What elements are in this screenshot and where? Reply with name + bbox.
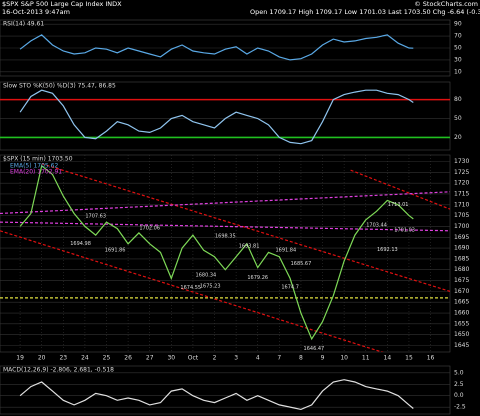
annotation: 1674.7 <box>281 285 299 291</box>
y-tick-label: 1710 <box>454 201 469 208</box>
y-tick-label: 1720 <box>454 180 469 187</box>
plot: 1707.63 1694.98 1702.06 1691.86 1698.351693.… <box>0 155 450 352</box>
y-tick-label: 0.0 <box>454 392 464 399</box>
panel-title: $SPX (15 min) 1703.50 <box>3 156 73 163</box>
y-tick-label: 1725 <box>454 169 469 176</box>
y-tick-label: 1730 <box>454 158 469 165</box>
y-tick-label: 2.5 <box>454 381 464 388</box>
x-tick-label: 10 <box>340 355 348 362</box>
panel-frame <box>0 81 451 151</box>
x-tick-label: 15 <box>405 355 413 362</box>
annotation: 1680.34 <box>196 273 217 279</box>
y-tick-label: 1695 <box>454 234 469 241</box>
x-tick-label: 30 <box>167 355 175 362</box>
x-tick-label: 23 <box>59 355 67 362</box>
annotation: 1703.44 <box>366 222 387 228</box>
annotation: 1702.06 <box>139 225 160 231</box>
y-tick-label: 30 <box>454 56 462 63</box>
x-tick-label: 9 <box>321 355 325 362</box>
y-tick-label: 1680 <box>454 266 469 273</box>
y-tick-label: 20 <box>454 134 462 141</box>
annotation: 1707.63 <box>85 213 106 219</box>
y-tick-label: 1700 <box>454 223 469 230</box>
panel-title: Slow STO %K(50) %D(3) 75.47, 86.85 <box>3 83 116 90</box>
panel-title: RSI(14) 49.61 <box>3 21 44 28</box>
x-tick-label: 7 <box>277 355 281 362</box>
y-tick-label: 1715 <box>454 190 469 197</box>
quote: Open 1709.17 High 1709.17 Low 1701.03 La… <box>250 8 480 16</box>
plot <box>0 89 450 145</box>
annotation: 1685.67 <box>291 261 312 267</box>
series-line <box>19 164 414 341</box>
y-tick-label: 5.0 <box>454 369 464 376</box>
plot <box>0 23 450 73</box>
y-tick-label: 1705 <box>454 212 469 219</box>
x-tick-label: 8 <box>299 355 303 362</box>
panel-frame <box>0 154 451 353</box>
x-tick-label: 16 <box>427 355 435 362</box>
y-tick-label: 10 <box>454 68 462 75</box>
x-tick-label: 27 <box>146 355 154 362</box>
y-tick-label: 90 <box>454 21 462 28</box>
series-line <box>19 89 414 145</box>
y-tick-label: 1685 <box>454 255 469 262</box>
y-tick-label: 1675 <box>454 277 469 284</box>
trendline <box>0 191 450 215</box>
x-tick-label: 24 <box>81 355 89 362</box>
x-tick-label: 3 <box>234 355 238 362</box>
y-tick-label: 1645 <box>454 342 469 349</box>
y-tick-label: -2.5 <box>454 404 466 411</box>
panel-frame <box>0 365 451 415</box>
x-tick-label: 25 <box>103 355 111 362</box>
y-tick-label: 1655 <box>454 320 469 327</box>
annotation: 1691.84 <box>275 248 296 254</box>
series-line <box>19 379 414 411</box>
annotation: 1679.26 <box>247 275 268 281</box>
legend-label: EMA(5) 1705.62 <box>10 163 58 170</box>
annotation: 1675.23 <box>200 284 221 290</box>
trendline <box>41 163 450 292</box>
y-tick-label: 50 <box>454 45 462 52</box>
x-tick-label: 11 <box>362 355 370 362</box>
y-tick-label: 1690 <box>454 245 469 252</box>
x-tick-label: 2 <box>213 355 217 362</box>
y-tick-label: 1660 <box>454 310 469 317</box>
source: © StockCharts.com <box>414 0 478 8</box>
annotation: 1701.03 <box>394 228 415 234</box>
trendline <box>0 221 450 232</box>
y-tick-label: 1670 <box>454 288 469 295</box>
date: 16-Oct-2013 9:47am <box>2 8 70 16</box>
annotation: 1692.13 <box>377 247 398 253</box>
trendline <box>0 230 384 352</box>
x-tick-label: Oct <box>188 355 199 362</box>
series-line <box>19 34 414 61</box>
plot <box>0 372 450 411</box>
x-tick-label: 26 <box>124 355 132 362</box>
chart-title: $SPX S&P 500 Large Cap Index INDX <box>2 0 122 8</box>
y-tick-label: 70 <box>454 33 462 40</box>
annotation: 1693.81 <box>239 243 260 249</box>
x-tick-label: 4 <box>256 355 260 362</box>
y-tick-label: 1665 <box>454 299 469 306</box>
annotation: 1713.01 <box>388 202 409 208</box>
annotation: 1646.47 <box>304 346 325 352</box>
x-tick-label: 20 <box>38 355 46 362</box>
y-tick-label: 80 <box>454 96 462 103</box>
panel-title: MACD(12,26,9) -2.806, 2.681, -0.518 <box>3 367 114 374</box>
x-tick-label: 14 <box>384 355 392 362</box>
y-tick-label: 50 <box>454 115 462 122</box>
x-tick-label: 19 <box>16 355 24 362</box>
trendline <box>350 169 450 210</box>
annotation: 1694.98 <box>70 241 91 247</box>
y-tick-label: 1650 <box>454 331 469 338</box>
annotation: 1674.55 <box>180 285 201 291</box>
annotation: 1691.86 <box>105 248 126 254</box>
annotation: 1698.35 <box>215 234 236 240</box>
legend-label: EMA(20) 1702.91 <box>10 169 62 176</box>
